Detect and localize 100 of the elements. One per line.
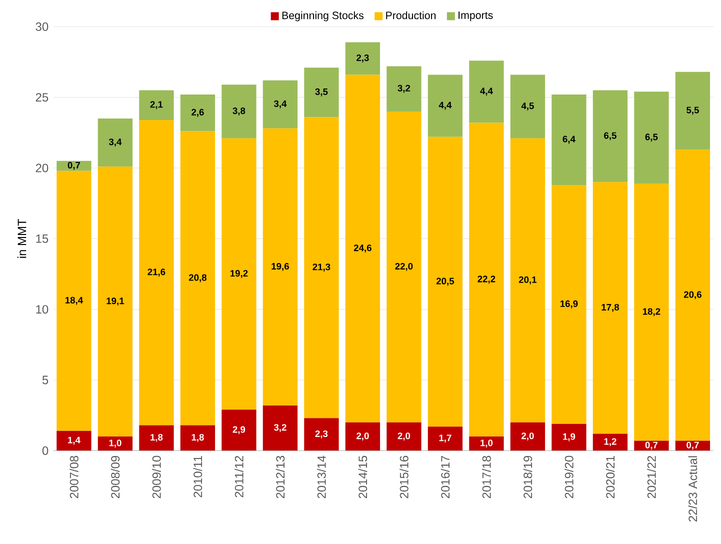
bar [634,184,669,441]
legend-label: Production [386,11,436,20]
bar [469,436,504,451]
bar [180,425,216,451]
bar [222,84,256,138]
bar [56,170,92,431]
data-label: 22,2 [478,276,496,284]
data-label: 19,6 [272,262,289,271]
bar [304,68,339,118]
bar [180,94,216,132]
bar [56,160,92,171]
data-label: 2,0 [522,432,534,441]
data-label: 3,2 [398,84,410,93]
bar [510,138,546,422]
data-label: 3,4 [108,138,122,147]
x-tick-label: 2017/18 [482,456,491,498]
x-tick-label: 2018/19 [523,456,532,498]
bar [469,60,504,123]
bar [592,434,628,451]
data-label: 2,1 [150,101,163,110]
data-label: 18,4 [65,296,83,305]
bar [304,418,339,451]
data-label: 20,8 [188,274,206,282]
x-tick-label: 22/23 Actual [688,456,698,522]
data-label: 17,8 [602,304,619,312]
y-axis-title: in MMT [17,218,26,258]
data-label: 2,6 [192,108,204,117]
data-label: 2,3 [315,430,328,438]
bar [222,410,256,451]
data-label: 6,4 [562,136,576,144]
data-label: 3,5 [315,88,328,96]
x-tick-label: 2009/10 [152,456,161,498]
bar [510,422,546,451]
y-tick-label: 20 [36,164,48,172]
data-label: 5,5 [686,106,699,115]
bar [675,150,710,441]
data-label: 1,4 [68,436,80,445]
y-tick-label: 25 [36,93,48,102]
bar [139,90,174,120]
bar [386,66,422,112]
bar [304,117,339,418]
y-tick-label: 5 [42,376,48,384]
bar [675,72,710,150]
bar [139,120,174,426]
bar [469,122,504,437]
data-label: 2,3 [356,54,369,62]
data-label: 24,6 [354,244,372,253]
x-tick-label: 2015/16 [400,456,408,498]
x-tick-label: 2019/20 [564,456,574,498]
bar [592,182,628,434]
data-label: 18,2 [642,308,660,316]
data-label: 0,7 [645,442,658,450]
legend-label: Imports [458,12,493,22]
data-label: 0,7 [686,442,699,450]
data-label: 1,2 [604,438,616,446]
data-label: 1,7 [439,434,452,443]
bar [262,405,298,451]
data-label: 19,2 [230,270,248,278]
x-tick-label: 2021/22 [647,456,656,498]
bar [386,422,422,451]
bar [56,430,92,451]
bar [510,74,546,138]
y-tick-label: 0 [42,446,48,455]
bar [262,128,298,406]
data-label: 1,9 [563,433,576,442]
data-label: 4,5 [521,102,534,110]
data-label: 22,0 [395,262,413,271]
bar [222,138,256,410]
x-tick-label: 2011/12 [234,456,244,498]
bar [428,136,463,427]
bar [552,184,586,424]
x-tick-label: 2010/11 [193,456,202,498]
bar [386,111,422,422]
data-label: 4,4 [438,102,452,110]
bar [552,424,586,451]
x-tick-label: 2008/09 [110,456,120,498]
legend-label: Beginning Stocks [282,11,364,22]
bar [98,436,133,451]
bar [552,94,586,185]
data-label: 20,5 [436,278,454,286]
bar [98,118,133,167]
bar [180,131,216,426]
data-label: 1,8 [150,434,163,442]
data-label: 1,8 [192,434,204,442]
bar [139,425,174,451]
x-tick-label: 2012/13 [276,456,285,498]
data-label: 3,8 [232,108,246,116]
data-label: 20,6 [684,291,702,300]
data-label: 3,2 [274,424,286,432]
y-tick-label: 15 [36,234,48,243]
x-tick-label: 2007/08 [70,456,78,498]
data-label: 21,3 [312,264,330,272]
bar [634,92,669,184]
data-label: 4,4 [480,88,493,96]
data-label: 6,5 [645,134,658,142]
data-label: 1,0 [109,440,122,448]
data-label: 1,0 [480,440,493,448]
data-label: 3,4 [274,100,287,108]
data-label: 6,5 [604,132,616,140]
data-label: 2,0 [356,432,369,441]
